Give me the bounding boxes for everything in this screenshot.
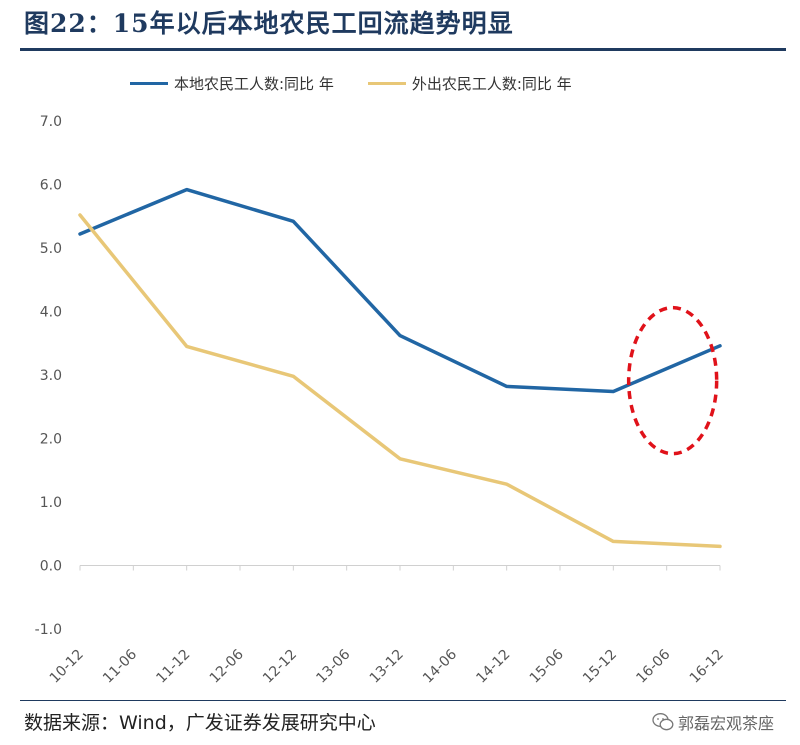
y-tick-label: 1.0	[40, 495, 62, 511]
x-tick-label: 13-12	[367, 647, 407, 687]
line-chart: -1.0 0.0 1.0 2.0 3.0 4.0 5.0 6.0 7.0 10-12 11-06 11…	[35, 114, 727, 687]
data-point-0	[292, 220, 294, 222]
legend-label-migrant: 外出农民工人数:同比 年	[411, 74, 572, 93]
y-tick-label: 2.0	[40, 432, 62, 448]
legend-label-local: 本地农民工人数:同比 年	[174, 74, 334, 93]
series-line-0	[78, 187, 722, 394]
y-tick-label: 3.0	[40, 368, 62, 384]
y-tick-label: -1.0	[35, 622, 62, 638]
watermark-label: 郭磊宏观茶座	[677, 714, 774, 733]
watermark: 郭磊宏观茶座	[652, 710, 774, 734]
x-tick-label: 12-06	[207, 646, 247, 686]
x-tick-label: 15-06	[527, 646, 567, 686]
data-point-1	[186, 345, 188, 347]
footer-divider	[20, 700, 786, 701]
source-note: 数据来源：Wind，广发证券发展研究中心	[24, 712, 376, 734]
legend-swatch-local	[130, 81, 168, 85]
series-line-1	[78, 213, 722, 549]
x-tick-label: 13-06	[313, 646, 353, 686]
x-tick-label: 15-12	[580, 647, 620, 687]
x-tick-label: 11-06	[100, 646, 140, 686]
data-point-0	[719, 345, 721, 347]
data-point-0	[186, 189, 188, 191]
x-tick-label: 11-12	[153, 647, 193, 687]
data-point-0	[612, 391, 614, 393]
y-tick-label: 0.0	[40, 559, 62, 575]
y-tick-label: 5.0	[40, 241, 62, 257]
x-tick-label: 16-06	[633, 646, 673, 686]
chart-legend: 本地农民工人数:同比 年 外出农民工人数:同比 年	[130, 70, 606, 96]
y-tick-label: 7.0	[40, 114, 62, 130]
data-point-1	[79, 214, 81, 216]
legend-item-migrant: 外出农民工人数:同比 年	[367, 73, 572, 94]
wechat-icon	[652, 713, 674, 731]
data-point-1	[612, 540, 614, 542]
data-point-1	[399, 458, 401, 460]
x-tick-label: 12-12	[260, 647, 300, 687]
data-point-1	[719, 545, 721, 547]
data-point-1	[292, 375, 294, 377]
x-tick-label: 10-12	[47, 647, 87, 687]
legend-item-local: 本地农民工人数:同比 年	[130, 73, 334, 94]
title-divider	[20, 48, 786, 51]
x-tick-label: 16-12	[687, 647, 727, 687]
data-point-0	[399, 335, 401, 337]
legend-swatch-migrant	[367, 81, 406, 85]
x-tick-label: 14-06	[420, 646, 460, 686]
data-point-0	[79, 233, 81, 235]
y-tick-label: 6.0	[40, 178, 62, 194]
y-tick-label: 4.0	[40, 305, 62, 321]
highlight-ellipse	[626, 305, 719, 456]
chart-title: 图22：15年以后本地农民工回流趋势明显	[24, 9, 514, 38]
x-tick-label: 14-12	[473, 647, 513, 687]
data-point-0	[506, 385, 508, 387]
data-point-1	[506, 483, 508, 485]
